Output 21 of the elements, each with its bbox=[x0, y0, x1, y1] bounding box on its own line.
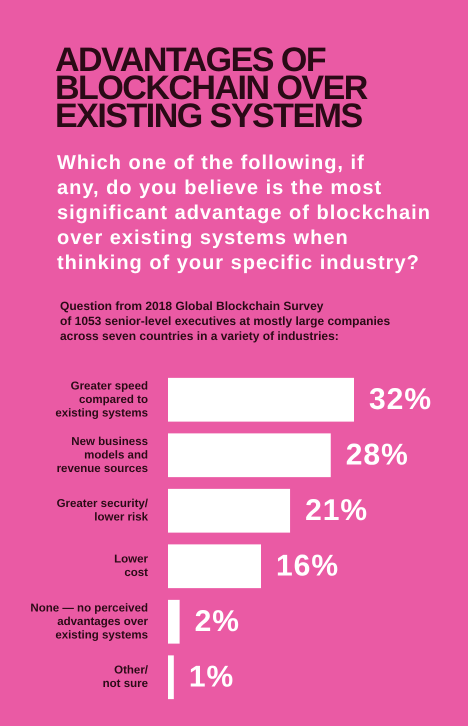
chart-title: ADVANTAGES OF BLOCKCHAIN OVER EXISTING SYSTEMS bbox=[55, 41, 368, 135]
bar bbox=[168, 655, 174, 700]
data-label: 21% bbox=[305, 494, 368, 528]
data-label: 32% bbox=[369, 383, 432, 416]
chart-subtitle: Which one of the following, if any, do you believe is the most significant advantage of blockchain over existing systems when thinking of your specific industry? bbox=[57, 151, 432, 276]
data-label: 28% bbox=[346, 438, 409, 472]
bar bbox=[168, 433, 331, 478]
y-tick-label: Lower cost bbox=[114, 554, 149, 580]
bar bbox=[168, 544, 261, 588]
data-label: 2% bbox=[194, 605, 240, 638]
y-tick-label: Other/ not sure bbox=[102, 664, 149, 690]
data-label: 1% bbox=[188, 660, 234, 694]
bar bbox=[168, 488, 290, 533]
y-tick-label: Greater security/ lower risk bbox=[56, 498, 149, 524]
bar bbox=[168, 600, 180, 644]
data-label: 16% bbox=[276, 550, 340, 583]
y-tick-label: Greater speed compared to existing systems bbox=[55, 380, 148, 420]
bar bbox=[168, 378, 354, 422]
text: Question from 2018 Global Blockchain Survey of 1053 senior-level executives at mostly large companies across seven countries in a variety of industries: bbox=[60, 299, 392, 344]
y-tick-label: None — no perceived advantages over existing systems bbox=[30, 602, 149, 642]
y-tick-label: New business models and revenue sources bbox=[56, 436, 148, 475]
